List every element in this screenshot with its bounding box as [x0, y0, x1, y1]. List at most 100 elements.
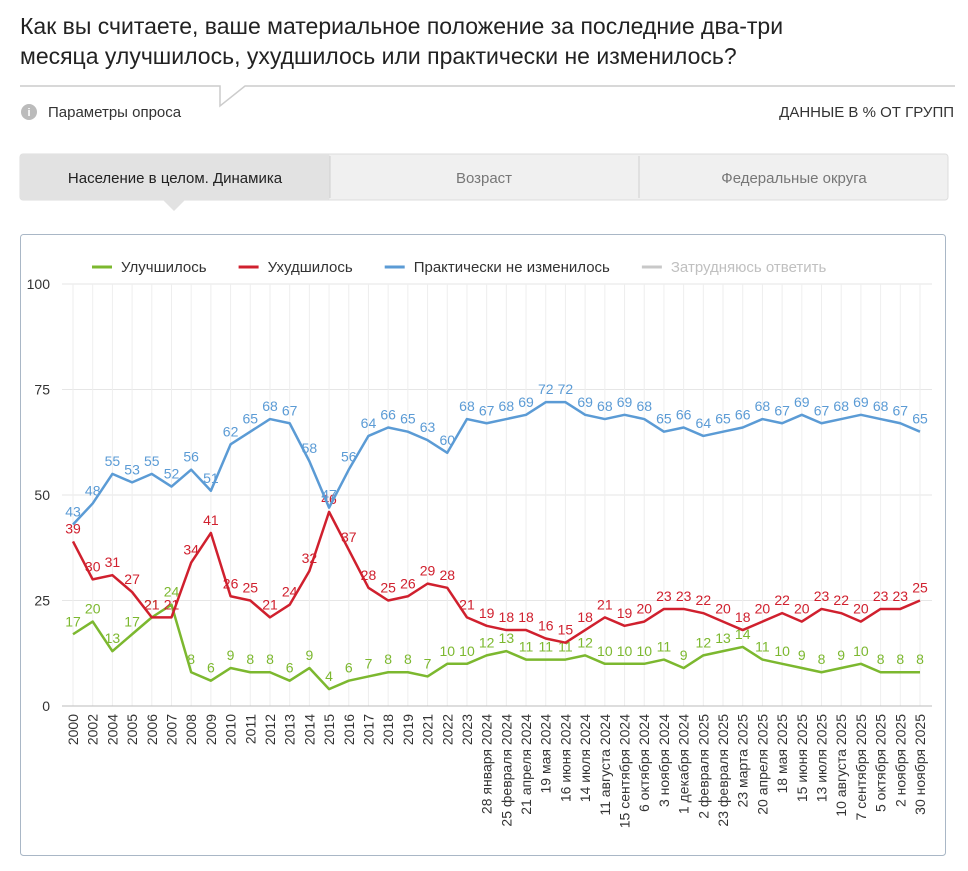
info-icon[interactable] — [21, 104, 37, 120]
data-label: 12 — [479, 634, 495, 650]
legend-label[interactable]: Улучшилось — [121, 259, 207, 276]
x-tick-label: 14 июля 2024 — [577, 714, 593, 802]
divider — [20, 85, 955, 108]
data-label: 51 — [203, 470, 219, 486]
x-tick-label: 7 сентября 2025 — [853, 714, 869, 821]
data-label: 7 — [424, 655, 432, 671]
data-label: 18 — [499, 609, 515, 625]
data-label: 68 — [873, 398, 889, 414]
data-label: 37 — [341, 529, 357, 545]
x-tick-label: 2008 — [183, 714, 199, 745]
data-label: 26 — [400, 575, 416, 591]
data-label: 67 — [774, 402, 790, 418]
data-label: 6 — [286, 660, 294, 676]
data-label: 20 — [853, 601, 869, 617]
x-tick-label: 2 февраля 2025 — [695, 714, 711, 819]
data-label: 24 — [282, 584, 298, 600]
series-line — [71, 510, 921, 644]
data-label: 21 — [164, 596, 180, 612]
tab[interactable]: Возраст — [456, 170, 512, 187]
params-link[interactable]: Параметры опроса — [48, 104, 182, 121]
data-label: 69 — [518, 394, 534, 410]
x-tick-label: 2015 — [321, 714, 337, 745]
data-label: 25 — [912, 580, 928, 596]
x-tick-label: 2009 — [203, 714, 219, 745]
data-label: 8 — [877, 651, 885, 667]
data-label: 12 — [577, 634, 593, 650]
x-tick-label: 2014 — [301, 714, 317, 745]
data-label: 10 — [617, 643, 633, 659]
x-tick-label: 18 мая 2025 — [774, 714, 790, 794]
data-label: 15 — [558, 622, 574, 638]
x-tick-label: 2002 — [85, 714, 101, 745]
data-label: 8 — [187, 651, 195, 667]
legend-label[interactable]: Практически не изменилось — [414, 259, 610, 276]
data-label: 8 — [246, 651, 254, 667]
data-label: 11 — [657, 639, 672, 655]
x-tick-label: 2017 — [360, 714, 376, 745]
x-tick-label: 2021 — [420, 714, 436, 745]
data-label: 21 — [144, 596, 160, 612]
data-label: 69 — [794, 394, 810, 410]
x-tick-label: 2013 — [282, 714, 298, 745]
data-label: 68 — [459, 398, 475, 414]
data-label: 10 — [774, 643, 790, 659]
data-label: 10 — [459, 643, 475, 659]
data-label: 65 — [912, 411, 928, 427]
data-label: 67 — [814, 402, 830, 418]
y-tick-label: 100 — [27, 276, 51, 292]
data-label: 20 — [636, 601, 652, 617]
data-label: 6 — [207, 660, 215, 676]
x-tick-label: 2022 — [439, 714, 455, 745]
x-tick-label: 2 ноября 2025 — [892, 714, 908, 807]
x-tick-label: 6 октября 2024 — [636, 714, 652, 812]
data-label: 32 — [302, 550, 318, 566]
data-label: 31 — [105, 554, 121, 570]
data-label: 62 — [223, 423, 239, 439]
legend-label[interactable]: Ухудшилось — [268, 259, 353, 276]
y-tick-label: 50 — [34, 487, 50, 503]
data-label: 9 — [837, 647, 845, 663]
units-note: ДАННЫЕ В % ОТ ГРУПП — [779, 104, 954, 121]
data-label: 68 — [636, 398, 652, 414]
data-label: 9 — [227, 647, 235, 663]
data-label: 58 — [302, 440, 318, 456]
y-tick-label: 25 — [34, 593, 50, 609]
data-label: 21 — [262, 596, 278, 612]
data-label: 69 — [853, 394, 869, 410]
x-tick-label: 2000 — [65, 714, 81, 745]
data-label: 18 — [518, 609, 534, 625]
data-label: 52 — [164, 466, 180, 482]
x-tick-label: 11 августа 2024 — [597, 714, 613, 816]
data-label: 26 — [223, 575, 239, 591]
data-label: 69 — [617, 394, 633, 410]
data-label: 17 — [124, 613, 140, 629]
data-label: 68 — [833, 398, 849, 414]
x-tick-label: 2005 — [124, 714, 140, 745]
tab[interactable]: Федеральные округа — [721, 170, 867, 187]
data-label: 8 — [404, 651, 412, 667]
x-tick-label: 1 декабря 2024 — [676, 714, 692, 814]
data-label: 12 — [696, 634, 712, 650]
x-tick-label: 2010 — [223, 714, 239, 745]
data-label: 18 — [735, 609, 751, 625]
data-label: 47 — [321, 487, 337, 503]
tab[interactable]: Население в целом. Динамика — [68, 170, 283, 187]
data-label: 28 — [361, 567, 377, 583]
data-label: 25 — [242, 580, 258, 596]
legend-label[interactable]: Затрудняюсь ответить — [671, 259, 827, 276]
data-label: 10 — [597, 643, 613, 659]
data-label: 56 — [183, 449, 199, 465]
data-label: 9 — [798, 647, 806, 663]
data-label: 27 — [124, 571, 140, 587]
data-label: 64 — [696, 415, 712, 431]
data-label: 20 — [794, 601, 810, 617]
data-label: 66 — [735, 406, 751, 422]
data-label: 60 — [439, 432, 455, 448]
data-label: 16 — [538, 617, 554, 633]
data-label: 4 — [325, 668, 333, 684]
data-label: 34 — [183, 542, 199, 558]
title-line: Как вы считаете, ваше материальное полож… — [20, 13, 783, 39]
